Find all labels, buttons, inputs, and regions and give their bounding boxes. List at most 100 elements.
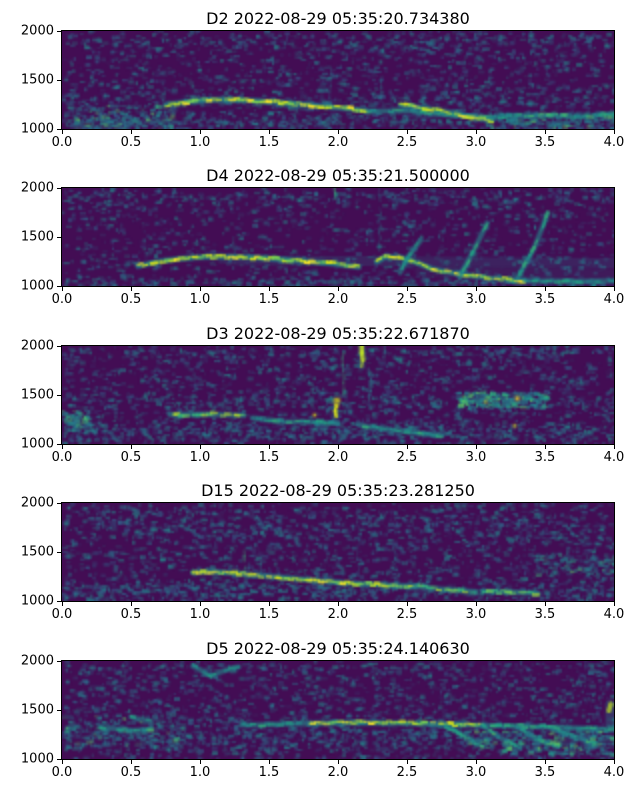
x-tick bbox=[268, 760, 270, 764]
y-tick-label: 1000 bbox=[20, 593, 54, 609]
y-tick bbox=[57, 600, 61, 602]
plot-title-d5: D5 2022-08-29 05:35:24.140630 bbox=[206, 639, 470, 658]
x-tick-label: 3.0 bbox=[465, 135, 487, 150]
x-tick bbox=[337, 445, 339, 449]
x-tick bbox=[475, 445, 477, 449]
y-tick bbox=[57, 660, 61, 662]
x-tick-label: 3.0 bbox=[465, 292, 487, 307]
x-tick bbox=[337, 760, 339, 764]
x-tick-label: 0.0 bbox=[51, 450, 73, 465]
spectrogram-panel-d4: D4 2022-08-29 05:35:21.500000 0.0 0.5 1.0 1… bbox=[0, 165, 640, 317]
y-tick bbox=[57, 502, 61, 504]
x-tick-label: 1.0 bbox=[189, 765, 211, 780]
x-tick bbox=[544, 445, 546, 449]
x-tick bbox=[337, 130, 339, 134]
x-tick bbox=[61, 287, 63, 291]
x-tick bbox=[61, 760, 63, 764]
x-tick bbox=[613, 602, 615, 606]
x-tick-label: 4.0 bbox=[603, 607, 625, 622]
x-tick-label: 2.0 bbox=[327, 765, 349, 780]
plot-title-d15: D15 2022-08-29 05:35:23.281250 bbox=[201, 481, 475, 500]
x-tick bbox=[406, 287, 408, 291]
spectrogram-image-d4 bbox=[62, 188, 614, 286]
x-tick bbox=[544, 602, 546, 606]
x-tick-label: 3.5 bbox=[534, 765, 556, 780]
x-tick-label: 2.5 bbox=[396, 292, 418, 307]
x-tick bbox=[475, 287, 477, 291]
x-tick-label: 3.0 bbox=[465, 450, 487, 465]
x-tick-label: 1.5 bbox=[258, 607, 280, 622]
x-tick bbox=[475, 760, 477, 764]
x-tick bbox=[199, 445, 201, 449]
x-tick bbox=[61, 602, 63, 606]
x-tick bbox=[613, 287, 615, 291]
y-tick bbox=[57, 128, 61, 130]
x-tick bbox=[337, 602, 339, 606]
y-tick-label: 1500 bbox=[20, 702, 54, 718]
x-tick-label: 4.0 bbox=[603, 450, 625, 465]
plot-area-d4: 0.0 0.5 1.0 1.5 2.0 2.5 3.0 3.5 4.0 2000 1500 1000 bbox=[21, 181, 624, 308]
x-tick-label: 0.5 bbox=[120, 292, 142, 307]
x-tick-label: 2.5 bbox=[396, 135, 418, 150]
y-tick-label: 2000 bbox=[20, 23, 54, 39]
x-tick-label: 0.5 bbox=[120, 450, 142, 465]
x-tick-label: 3.0 bbox=[465, 607, 487, 622]
x-tick bbox=[337, 287, 339, 291]
plot-title-d2: D2 2022-08-29 05:35:20.734380 bbox=[206, 9, 470, 28]
spectrogram-image-d3 bbox=[62, 346, 614, 444]
x-tick bbox=[406, 760, 408, 764]
y-tick-label: 2000 bbox=[20, 653, 54, 669]
x-tick bbox=[130, 130, 132, 134]
x-tick-label: 1.0 bbox=[189, 135, 211, 150]
y-tick-label: 1500 bbox=[20, 229, 54, 245]
x-tick-label: 0.0 bbox=[51, 607, 73, 622]
plot-area-d5: 0.0 0.5 1.0 1.5 2.0 2.5 3.0 3.5 4.0 2000 1500 1000 bbox=[21, 654, 624, 781]
y-tick bbox=[57, 30, 61, 32]
y-tick bbox=[57, 285, 61, 287]
spectrogram-panel-d5: D5 2022-08-29 05:35:24.140630 0.0 0.5 1.0 1… bbox=[0, 638, 640, 790]
x-tick-label: 1.0 bbox=[189, 292, 211, 307]
x-tick-label: 1.0 bbox=[189, 450, 211, 465]
x-tick-label: 1.5 bbox=[258, 765, 280, 780]
x-tick-label: 4.0 bbox=[603, 135, 625, 150]
x-tick-label: 1.0 bbox=[189, 607, 211, 622]
x-tick-label: 0.0 bbox=[51, 292, 73, 307]
x-tick bbox=[613, 760, 615, 764]
y-tick-label: 1500 bbox=[20, 387, 54, 403]
plot-area-d2: 0.0 0.5 1.0 1.5 2.0 2.5 3.0 3.5 4.0 2000 1500 1000 bbox=[21, 24, 624, 151]
x-tick bbox=[475, 602, 477, 606]
spectrogram-panel-d15: D15 2022-08-29 05:35:23.281250 0.0 0.5 1.0… bbox=[0, 480, 640, 632]
x-tick-label: 1.5 bbox=[258, 135, 280, 150]
plot-title-d3: D3 2022-08-29 05:35:22.671870 bbox=[206, 324, 470, 343]
x-tick bbox=[406, 445, 408, 449]
y-tick bbox=[57, 345, 61, 347]
x-tick bbox=[268, 445, 270, 449]
spectrogram-image-d15 bbox=[62, 503, 614, 601]
x-tick-label: 2.0 bbox=[327, 607, 349, 622]
y-tick bbox=[57, 187, 61, 189]
spectrogram-panel-d3: D3 2022-08-29 05:35:22.671870 0.0 0.5 1.0 1… bbox=[0, 323, 640, 475]
x-tick bbox=[199, 130, 201, 134]
plot-area-d3: 0.0 0.5 1.0 1.5 2.0 2.5 3.0 3.5 4.0 2000 1500 1000 bbox=[21, 339, 624, 466]
x-tick bbox=[268, 287, 270, 291]
x-tick bbox=[130, 445, 132, 449]
x-tick bbox=[199, 287, 201, 291]
x-tick-label: 2.5 bbox=[396, 765, 418, 780]
x-tick bbox=[613, 130, 615, 134]
y-tick bbox=[57, 709, 61, 711]
x-tick-label: 0.5 bbox=[120, 607, 142, 622]
x-tick-label: 0.0 bbox=[51, 135, 73, 150]
y-tick-label: 1500 bbox=[20, 544, 54, 560]
x-tick-label: 0.5 bbox=[120, 135, 142, 150]
x-tick bbox=[199, 760, 201, 764]
y-tick-label: 2000 bbox=[20, 495, 54, 511]
x-tick bbox=[130, 760, 132, 764]
y-tick-label: 1000 bbox=[20, 751, 54, 767]
x-tick-label: 0.0 bbox=[51, 765, 73, 780]
x-tick-label: 3.5 bbox=[534, 292, 556, 307]
x-tick bbox=[544, 287, 546, 291]
y-tick-label: 1500 bbox=[20, 72, 54, 88]
x-tick-label: 0.5 bbox=[120, 765, 142, 780]
x-tick bbox=[406, 602, 408, 606]
